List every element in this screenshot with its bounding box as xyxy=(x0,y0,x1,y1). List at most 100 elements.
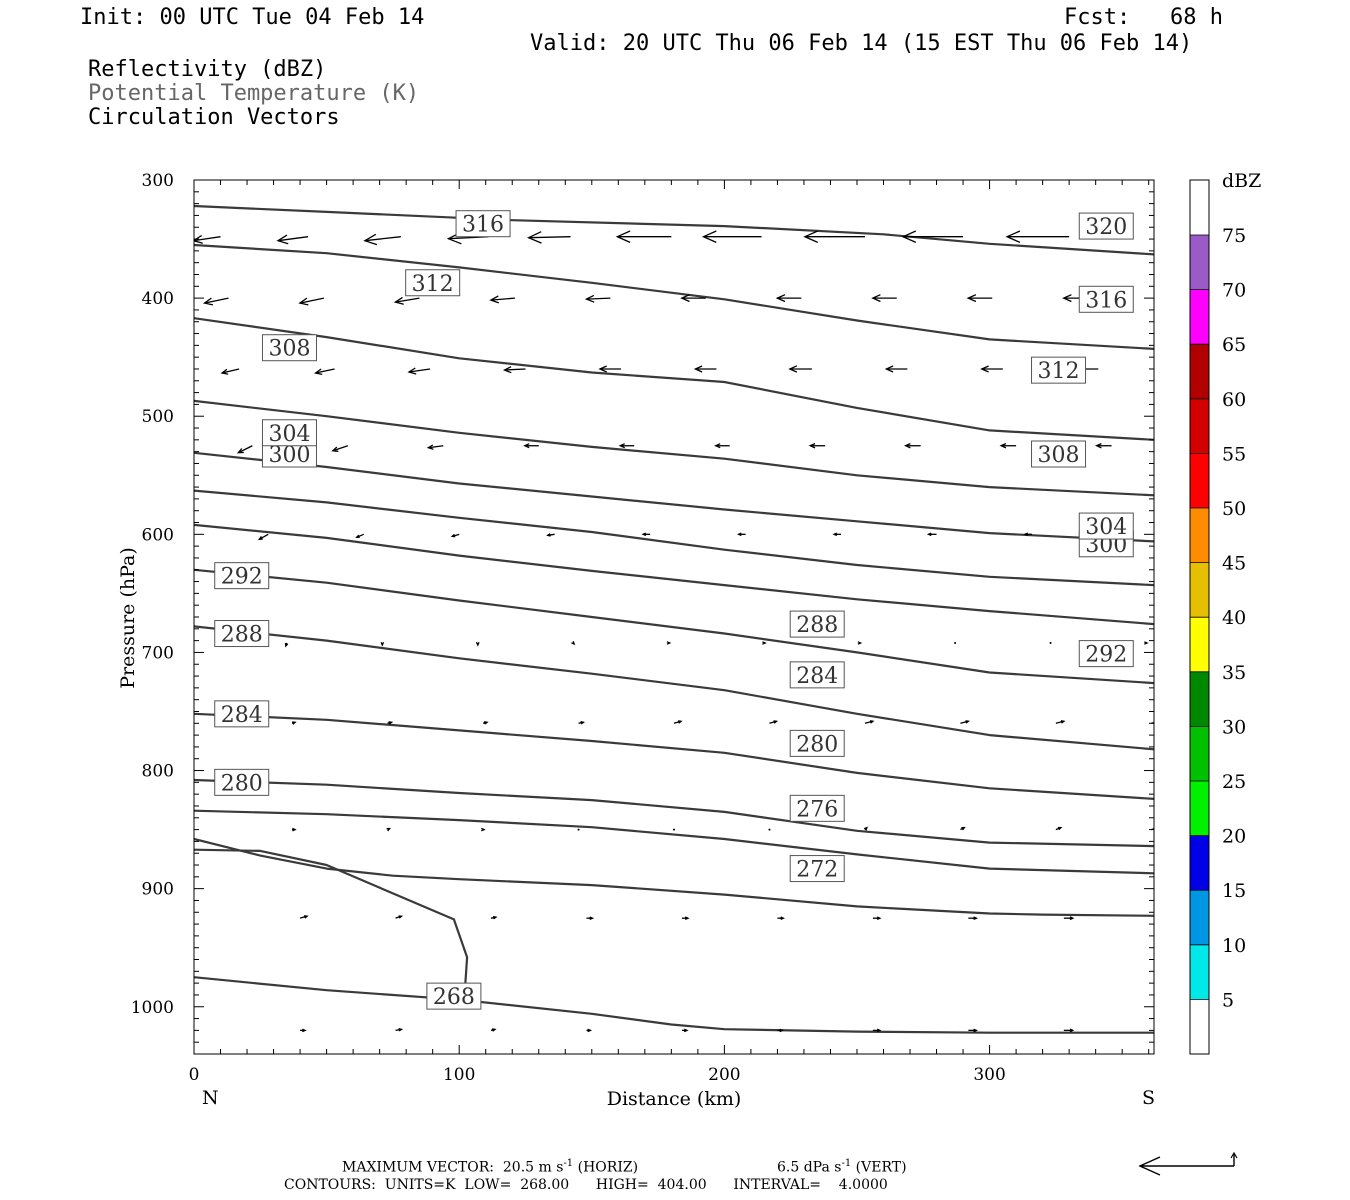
valid-time: Valid: 20 UTC Thu 06 Feb 14 (15 EST Thu … xyxy=(530,31,1193,56)
contour-label-320: 320 xyxy=(1078,212,1134,240)
circulation-vector xyxy=(363,233,401,246)
contour-label-box xyxy=(261,334,317,362)
y-tick-label: 700 xyxy=(142,643,174,663)
isentrope-292 xyxy=(194,568,1154,685)
colorbar-segment xyxy=(1190,944,1209,1000)
colorbar-label: 40 xyxy=(1222,607,1246,629)
vector-head xyxy=(483,721,489,725)
circulation-vector xyxy=(284,642,289,648)
vector-head xyxy=(762,641,767,645)
circulation-vector xyxy=(769,720,779,724)
vector-head xyxy=(736,532,742,537)
circulation-vector xyxy=(884,365,908,373)
contour-label-box xyxy=(1078,212,1134,240)
contour-label-box xyxy=(214,768,270,796)
circulation-vector xyxy=(331,445,349,452)
circulation-vector xyxy=(803,230,865,243)
colorbar-label: 60 xyxy=(1222,389,1246,411)
circulation-vector xyxy=(300,1028,307,1033)
y-axis-title: Pressure (hPa) xyxy=(117,547,139,689)
contour-label-text: 308 xyxy=(1038,443,1080,468)
circulation-vector xyxy=(292,827,297,832)
vector-head xyxy=(492,915,498,920)
y-tick-label: 400 xyxy=(142,289,174,309)
circulation-vector xyxy=(586,916,595,920)
isentrope-296 xyxy=(194,523,1154,626)
colorbar-segment xyxy=(1190,289,1209,345)
contour-label-text: 292 xyxy=(1085,643,1127,668)
circulation-vector xyxy=(999,443,1017,449)
vector-shaft xyxy=(204,297,229,304)
circulation-vector xyxy=(194,235,221,244)
colorbar-segment xyxy=(1190,508,1209,563)
vector-head xyxy=(926,532,932,537)
field-potential-temperature: Potential Temperature (K) xyxy=(88,81,420,106)
vector-head xyxy=(284,642,289,648)
circulation-vector xyxy=(960,826,966,831)
circulation-vector xyxy=(257,533,269,541)
circulation-vector xyxy=(904,443,921,449)
isentrope-320 xyxy=(194,204,1154,256)
x-axis-title: Distance (km) xyxy=(607,1088,742,1110)
contour-label-text: 304 xyxy=(268,422,310,447)
circulation-vector xyxy=(673,828,675,831)
contour-label-316: 316 xyxy=(1078,285,1134,313)
circulation-vector xyxy=(714,443,730,449)
contour-label-304: 304 xyxy=(1078,512,1134,540)
contour-label-292: 292 xyxy=(214,562,270,590)
circulation-vector xyxy=(1159,1029,1168,1032)
vector-head xyxy=(884,365,894,373)
vector-head xyxy=(1154,827,1157,829)
vector-head xyxy=(584,294,595,303)
y-tick-label: 900 xyxy=(142,880,174,900)
contour-label-304: 304 xyxy=(261,419,317,447)
contour-label-box xyxy=(789,729,845,757)
circulation-vector xyxy=(407,367,431,375)
circulation-vector xyxy=(1055,826,1063,831)
isentrope-268 xyxy=(194,976,1154,1034)
circulation-vector xyxy=(395,1027,404,1032)
circulation-vector xyxy=(527,231,571,244)
vector-head xyxy=(1165,1029,1168,1032)
circulation-vector xyxy=(598,365,621,373)
vector-head xyxy=(302,1028,307,1033)
vector-head xyxy=(965,720,970,724)
colorbar-label: 20 xyxy=(1222,826,1246,848)
vector-head xyxy=(398,1027,404,1032)
circulation-vector xyxy=(777,916,786,920)
vector-head xyxy=(808,443,816,449)
contour-label-box xyxy=(261,419,317,447)
max-vector-vert: 6.5 dPa s-1 (VERT) xyxy=(777,1158,907,1176)
contour-label-box xyxy=(1031,440,1087,468)
forecast-hour: Fcst: 68 h xyxy=(1064,5,1223,30)
colorbar-label: 55 xyxy=(1222,443,1246,465)
colorbar-label: 35 xyxy=(1222,662,1246,684)
vector-head xyxy=(701,230,717,243)
vector-head xyxy=(481,827,486,832)
vector-head xyxy=(683,1028,689,1033)
vector-head xyxy=(1144,641,1149,645)
circulation-vector xyxy=(872,1028,882,1033)
vector-shaft xyxy=(332,445,349,452)
colorbar-segment xyxy=(1190,235,1209,290)
contour-label-box xyxy=(214,620,270,648)
contour-label-272: 272 xyxy=(789,855,845,883)
vector-head xyxy=(871,294,881,303)
isentrope-276 xyxy=(194,809,1154,875)
circulation-vector xyxy=(577,828,580,831)
circulation-vector xyxy=(1055,720,1066,724)
init-time: Init: 00 UTC Tue 04 Feb 14 xyxy=(80,5,425,30)
vector-head xyxy=(693,365,703,373)
circulation-vector xyxy=(386,827,392,832)
vector-head xyxy=(589,916,595,920)
circulation-vector xyxy=(857,641,863,645)
vector-head xyxy=(580,720,586,725)
vector-shaft xyxy=(221,368,240,374)
vector-head xyxy=(502,366,512,374)
contour-label-text: 276 xyxy=(796,797,838,822)
contour-label-312: 312 xyxy=(405,269,461,297)
vector-shaft xyxy=(299,297,325,304)
circulation-vector xyxy=(693,365,717,373)
colorbar-label: 50 xyxy=(1222,498,1246,520)
circulation-vector xyxy=(980,365,1003,373)
